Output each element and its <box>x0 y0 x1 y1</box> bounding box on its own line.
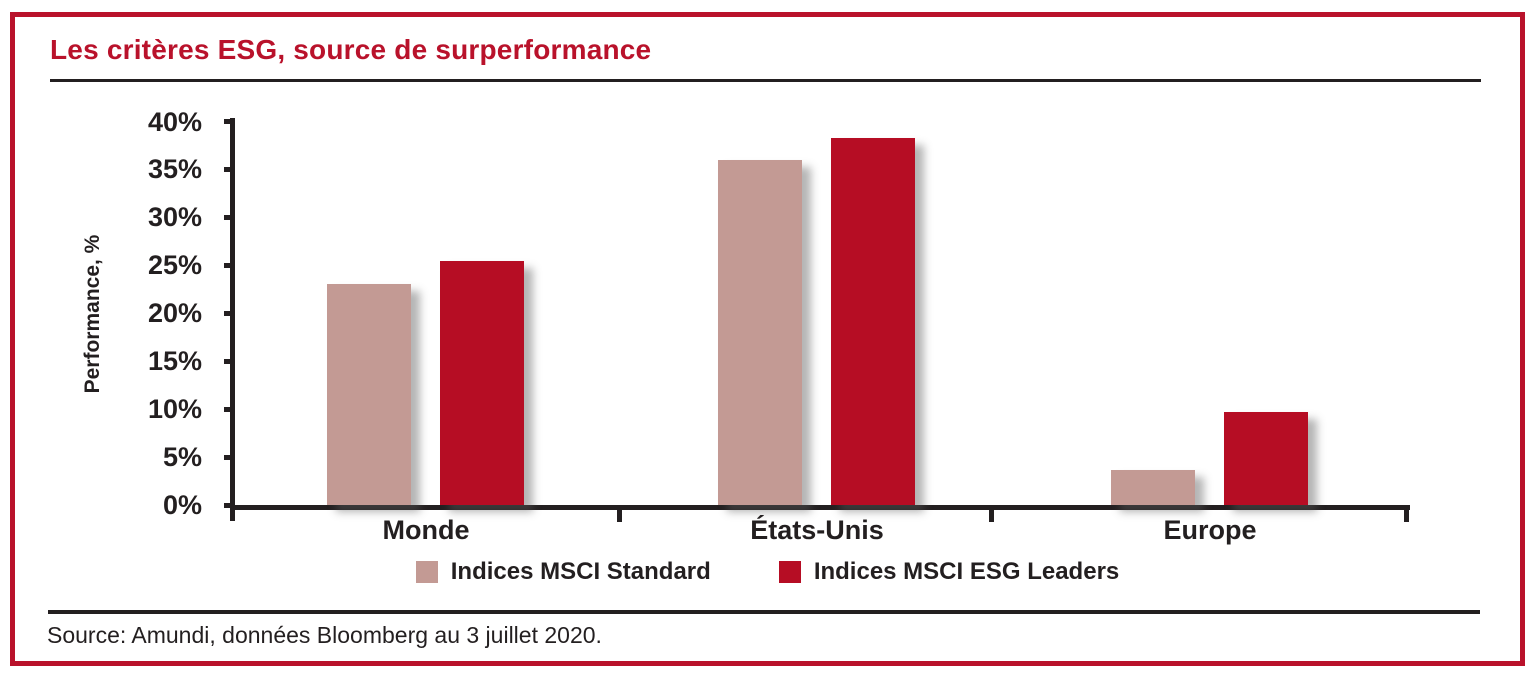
x-axis-line <box>230 505 1410 510</box>
y-tick-mark <box>224 214 233 220</box>
bar-Monde-standard <box>327 284 411 505</box>
y-tick-label: 20% <box>147 298 202 329</box>
bar-États-Unis-esg-leaders <box>831 137 915 505</box>
bar-États-Unis-standard <box>718 159 802 505</box>
category-label-0: Monde <box>382 515 470 545</box>
y-tick-mark <box>224 119 233 124</box>
bar-Monde-esg-leaders <box>440 261 524 505</box>
y-tick-label: 30% <box>147 202 202 233</box>
source-note: Source: Amundi, données Bloomberg au 3 j… <box>47 622 602 648</box>
y-tick-mark <box>224 310 233 316</box>
y-axis-line <box>230 118 235 521</box>
category-label-1: États-Unis <box>750 515 884 545</box>
y-tick-label: 35% <box>147 154 202 185</box>
legend-label: Indices MSCI ESG Leaders <box>813 558 1120 585</box>
y-tick-mark <box>224 502 233 508</box>
y-tick-label: 25% <box>147 250 202 281</box>
bar-Europe-standard <box>1111 470 1195 505</box>
title-rule <box>50 79 1481 82</box>
y-tick-label: 5% <box>162 442 202 473</box>
y-tick-mark <box>224 454 233 460</box>
legend-swatch-esg-leaders <box>778 561 801 583</box>
legend-item-1: Indices MSCI ESG Leaders <box>778 558 1120 586</box>
legend-item-0: Indices MSCI Standard <box>415 558 711 586</box>
legend-label: Indices MSCI Standard <box>450 558 711 585</box>
x-tick-mark <box>1404 508 1409 522</box>
y-tick-label: 15% <box>147 346 202 377</box>
y-tick-label: 0% <box>162 490 202 520</box>
y-tick-label: 10% <box>147 394 202 425</box>
x-tick-mark <box>989 508 994 522</box>
legend: Indices MSCI Standard Indices MSCI ESG Le… <box>0 558 1535 586</box>
source-rule <box>48 610 1480 614</box>
y-tick-mark <box>224 406 233 412</box>
x-tick-mark <box>617 508 622 522</box>
legend-swatch-standard <box>415 561 438 583</box>
y-tick-mark <box>224 358 233 364</box>
y-tick-mark <box>224 262 233 268</box>
y-tick-label: 40% <box>147 106 202 137</box>
figure-title: Les critères ESG, source de surperforman… <box>50 34 652 65</box>
bar-Europe-esg-leaders <box>1224 412 1308 505</box>
y-tick-mark <box>224 166 233 172</box>
category-label-2: Europe <box>1163 515 1257 545</box>
